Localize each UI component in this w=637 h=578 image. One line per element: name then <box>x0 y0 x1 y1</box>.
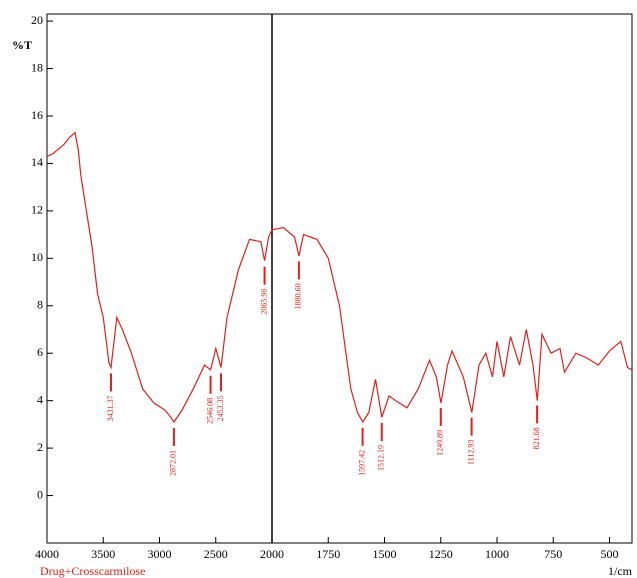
y-tick-label: 2 <box>37 440 43 454</box>
peak-label: 1512.19 <box>377 445 386 471</box>
y-tick-label: 6 <box>37 345 43 359</box>
x-tick-label: 4000 <box>35 547 59 561</box>
x-axis-label: 1/cm <box>608 564 633 578</box>
peak-label: 2546.08 <box>205 398 214 424</box>
x-tick-label: 500 <box>601 547 619 561</box>
y-tick-label: 16 <box>31 108 43 122</box>
y-tick-label: 4 <box>37 392 43 406</box>
y-tick-label: 14 <box>31 155 43 169</box>
x-tick-label: 2000 <box>260 547 284 561</box>
peak-label: 821.68 <box>532 427 541 449</box>
peak-label: 1249.89 <box>436 430 445 456</box>
x-tick-label: 3500 <box>91 547 115 561</box>
y-tick-label: 0 <box>37 487 43 501</box>
x-tick-label: 2500 <box>204 547 228 561</box>
y-tick-label: 20 <box>31 13 43 27</box>
plot-frame <box>46 13 633 544</box>
peak-label: 2065.96 <box>259 289 268 315</box>
x-tick-label: 3000 <box>148 547 172 561</box>
y-tick-label: 12 <box>31 203 43 217</box>
x-tick-label: 1750 <box>316 547 340 561</box>
peak-label: 1880.60 <box>294 283 303 309</box>
y-axis-label: %T <box>12 38 32 52</box>
x-tick-label: 1250 <box>429 547 453 561</box>
peak-label: 2872.01 <box>169 450 178 476</box>
spectrum-line <box>46 131 633 424</box>
y-tick-label: 10 <box>31 250 43 264</box>
peak-label: 1112.93 <box>466 440 475 465</box>
peak-label: 2453.35 <box>216 395 225 421</box>
y-tick-label: 18 <box>31 60 43 74</box>
y-tick-label: 8 <box>37 298 43 312</box>
peak-label: 3431.37 <box>106 395 115 421</box>
x-tick-label: 750 <box>544 547 562 561</box>
x-tick-label: 1500 <box>373 547 397 561</box>
peak-label: 1597.42 <box>357 450 366 476</box>
x-tick-label: 1000 <box>485 547 509 561</box>
caption: Drug+Crosscarmilose <box>40 564 145 578</box>
